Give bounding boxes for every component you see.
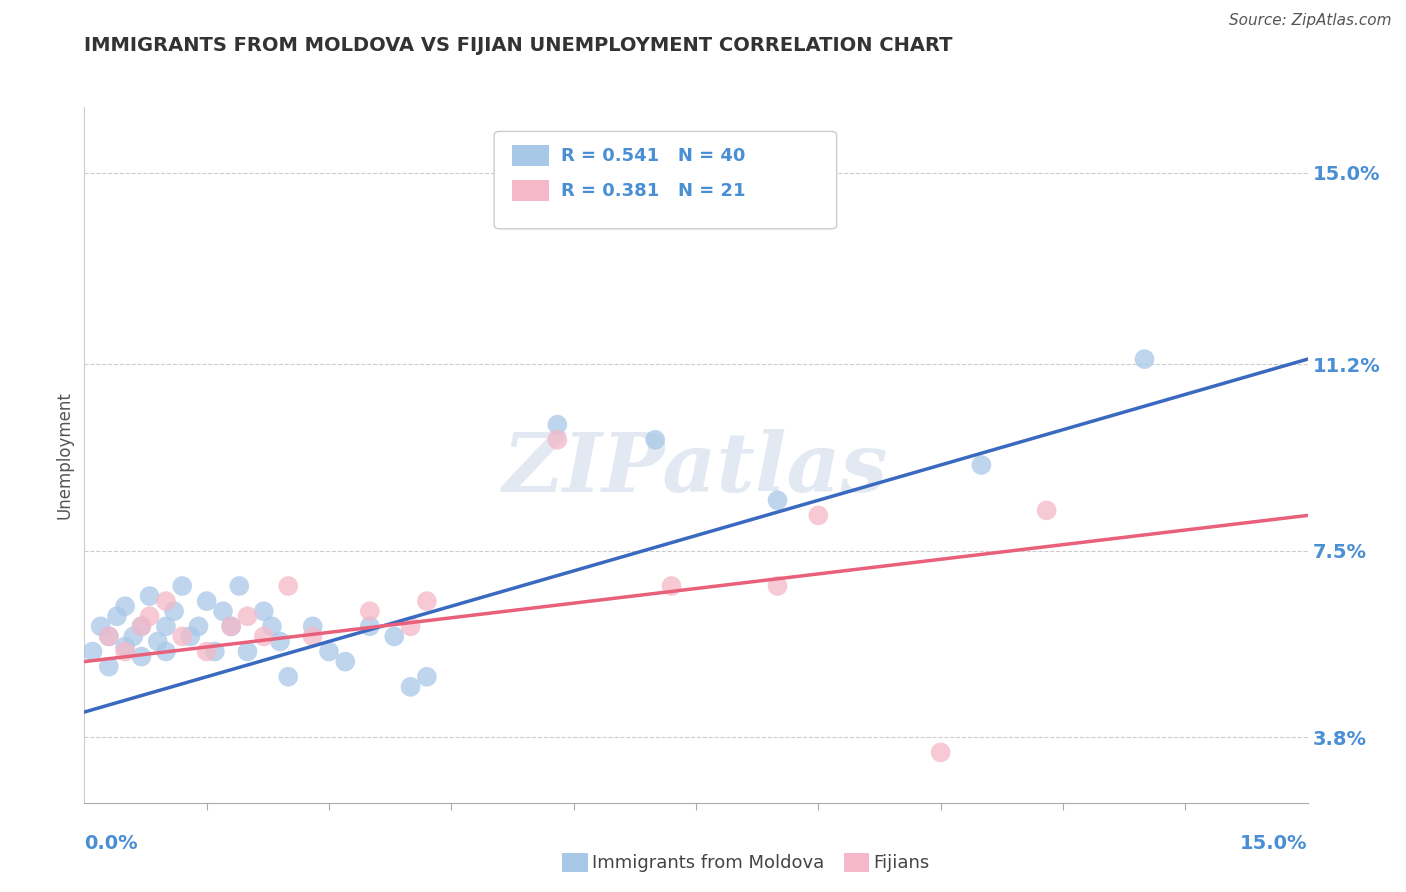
Point xyxy=(155,619,177,633)
Point xyxy=(236,644,259,658)
Point xyxy=(155,644,177,658)
Bar xyxy=(513,145,550,166)
Point xyxy=(269,634,291,648)
Point xyxy=(546,417,568,432)
Text: Immigrants from Moldova: Immigrants from Moldova xyxy=(592,855,824,872)
Point xyxy=(219,619,242,633)
Point xyxy=(1035,503,1057,517)
Point xyxy=(359,604,381,618)
Point xyxy=(253,629,276,643)
Point xyxy=(228,579,250,593)
Point xyxy=(155,594,177,608)
Point xyxy=(204,644,226,658)
Point xyxy=(146,634,169,648)
Text: Fijians: Fijians xyxy=(873,855,929,872)
Point xyxy=(382,629,405,643)
Point xyxy=(179,629,201,643)
Point xyxy=(195,594,218,608)
Point xyxy=(260,619,283,633)
Point xyxy=(301,619,323,633)
Point xyxy=(122,629,145,643)
Point xyxy=(172,629,194,643)
Point xyxy=(82,644,104,658)
Point xyxy=(212,604,235,618)
Point xyxy=(359,619,381,633)
Point xyxy=(301,629,323,643)
Point xyxy=(131,649,153,664)
Point xyxy=(253,604,276,618)
Point xyxy=(970,458,993,472)
Text: R = 0.541   N = 40: R = 0.541 N = 40 xyxy=(561,147,745,165)
Point xyxy=(318,644,340,658)
FancyBboxPatch shape xyxy=(494,131,837,229)
Point xyxy=(114,599,136,614)
Point xyxy=(1133,352,1156,367)
Text: Source: ZipAtlas.com: Source: ZipAtlas.com xyxy=(1229,13,1392,29)
Text: ZIPatlas: ZIPatlas xyxy=(503,429,889,508)
Point xyxy=(661,579,683,593)
Text: IMMIGRANTS FROM MOLDOVA VS FIJIAN UNEMPLOYMENT CORRELATION CHART: IMMIGRANTS FROM MOLDOVA VS FIJIAN UNEMPL… xyxy=(84,36,953,54)
Point xyxy=(335,655,357,669)
Point xyxy=(644,433,666,447)
Point xyxy=(131,619,153,633)
Point xyxy=(929,745,952,759)
Point xyxy=(97,659,120,673)
Point xyxy=(187,619,209,633)
Point xyxy=(105,609,128,624)
Text: R = 0.381   N = 21: R = 0.381 N = 21 xyxy=(561,182,747,200)
Point xyxy=(114,640,136,654)
Point xyxy=(546,433,568,447)
Point xyxy=(114,644,136,658)
Point xyxy=(219,619,242,633)
Point xyxy=(807,508,830,523)
Text: 0.0%: 0.0% xyxy=(84,834,138,853)
Point xyxy=(416,670,439,684)
Point xyxy=(277,579,299,593)
Point xyxy=(766,493,789,508)
Point xyxy=(138,609,160,624)
Point xyxy=(195,644,218,658)
Point xyxy=(90,619,112,633)
Point xyxy=(277,670,299,684)
Text: 15.0%: 15.0% xyxy=(1240,834,1308,853)
Point xyxy=(236,609,259,624)
Point xyxy=(97,629,120,643)
Point xyxy=(399,619,422,633)
Bar xyxy=(513,180,550,201)
Point xyxy=(138,589,160,603)
Point xyxy=(131,619,153,633)
Y-axis label: Unemployment: Unemployment xyxy=(55,391,73,519)
Point xyxy=(163,604,186,618)
Point xyxy=(172,579,194,593)
Point xyxy=(766,579,789,593)
Point xyxy=(416,594,439,608)
Point xyxy=(399,680,422,694)
Point xyxy=(97,629,120,643)
